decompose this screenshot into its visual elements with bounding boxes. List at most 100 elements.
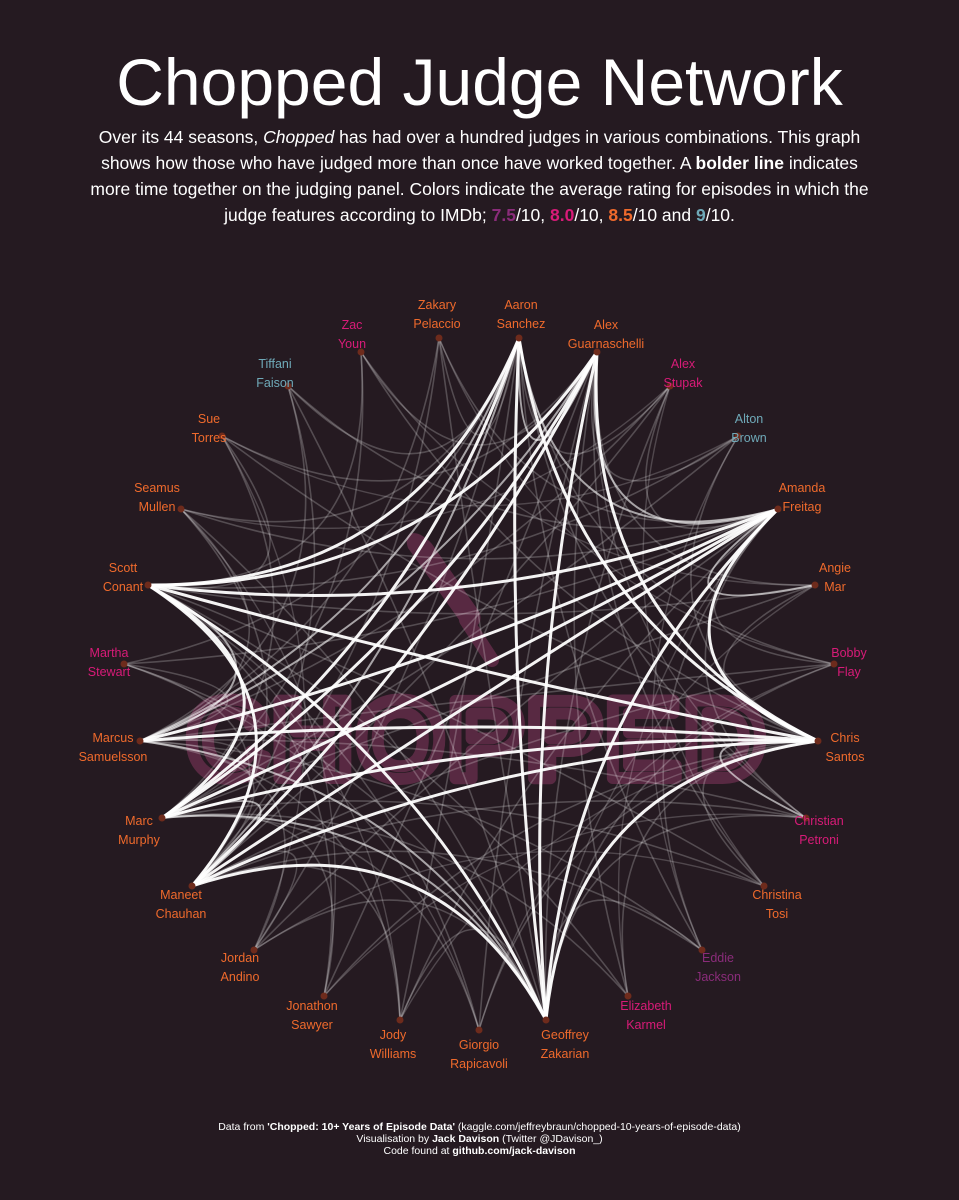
connection-edge	[123, 663, 547, 1021]
judge-node-bobby: Bobby Flay	[830, 646, 867, 679]
judge-label: Elizabeth Karmel	[620, 999, 671, 1032]
judge-name-line: Scott	[109, 561, 138, 575]
judge-label: Zakary Pelaccio	[413, 298, 460, 331]
judge-name-line: Petroni	[799, 833, 839, 847]
connection-edge	[360, 351, 816, 586]
judge-name-line: Angie	[819, 561, 851, 575]
judge-name-line: Tosi	[766, 907, 788, 921]
judge-dot	[515, 334, 523, 342]
judge-dot	[158, 814, 166, 822]
connection-edge	[221, 435, 739, 507]
judge-name-line: Stupak	[664, 376, 704, 390]
connection-edge	[146, 583, 246, 820]
judge-node-tiffani: Tiffani Faison	[256, 357, 294, 390]
footer: Data from 'Chopped: 10+ Years of Episode…	[0, 1121, 959, 1157]
judge-name-line: Pelaccio	[413, 317, 460, 331]
judge-dot	[177, 505, 185, 513]
connection-edge	[161, 813, 334, 997]
judge-node-jordan: Jordan Andino	[221, 946, 260, 984]
judge-dot	[357, 348, 365, 356]
subtitle-text: Over its 44 seasons,	[98, 127, 264, 147]
judge-name-line: Mar	[824, 580, 846, 594]
footer-text: (Twitter @JDavison_)	[499, 1133, 603, 1145]
judge-name-line: Christina	[752, 888, 801, 902]
judge-name-line: Sue	[198, 412, 220, 426]
connection-edge	[253, 508, 779, 951]
subtitle-text: /10,	[515, 205, 550, 225]
judge-name-line: Amanda	[779, 481, 826, 495]
connection-edge	[518, 337, 671, 455]
connection-edge	[594, 350, 820, 743]
footer-text: (kaggle.com/jeffreybraun/chopped-10-year…	[454, 1121, 741, 1133]
subtitle-text: indicates more time together on the judg…	[90, 153, 869, 225]
show-name: Chopped	[263, 127, 335, 147]
judge-name-line: Giorgio	[459, 1038, 499, 1052]
judge-node-jody: Jody Williams	[370, 1016, 416, 1061]
judge-dot	[435, 334, 443, 342]
connection-edge	[147, 435, 271, 589]
judge-name-line: Marc	[125, 814, 153, 828]
connection-edge	[544, 385, 671, 1021]
judge-node-angie: Angie Mar	[811, 561, 851, 594]
judge-dot	[814, 737, 822, 745]
judge-node-jonathon: Jonathon Sawyer	[286, 992, 338, 1032]
judge-node-elizabeth: Elizabeth Karmel	[620, 992, 672, 1032]
connection-edge	[707, 507, 820, 743]
judge-node-geoffrey: Geoffrey Zakarian	[541, 1016, 590, 1061]
connection-edge	[399, 508, 779, 1021]
connection-edge	[478, 351, 598, 1031]
connection-edge	[146, 583, 548, 1022]
connection-edge	[147, 584, 629, 997]
connection-edge	[190, 350, 599, 888]
judge-name-line: Eddie	[702, 951, 734, 965]
connection-edge	[645, 385, 779, 530]
page-title: Chopped Judge Network	[116, 45, 843, 119]
judge-node-christian: Christian Petroni	[794, 814, 843, 847]
connection-edge	[161, 815, 480, 1031]
judge-name-line: Guarnaschelli	[568, 337, 644, 351]
judge-label: Alex Stupak	[664, 357, 704, 390]
connection-edge	[399, 740, 819, 1021]
judge-name-line: Sanchez	[497, 317, 546, 331]
subtitle: Over its 44 seasons, Chopped has had ove…	[80, 124, 879, 228]
knife-handle-shape	[459, 613, 499, 667]
judge-node-marc: Marc Murphy	[118, 814, 166, 847]
judge-node-giorgio: Giorgio Rapicavoli	[450, 1026, 508, 1071]
judge-label: Jonathon Sawyer	[286, 999, 337, 1032]
connection-edge	[191, 850, 703, 951]
judge-label: Scott Conant	[103, 561, 144, 594]
rating-7-5: 7.5	[491, 205, 516, 225]
judge-label: Chris Santos	[826, 731, 865, 764]
judge-node-aaron: Aaron Sanchez	[497, 298, 546, 342]
judge-name-line: Stewart	[88, 665, 131, 679]
connection-edge	[139, 351, 598, 742]
judge-node-seamus: Seamus Mullen	[134, 481, 185, 514]
footer-code-link: github.com/jack-davison	[452, 1145, 576, 1157]
judge-node-alex-s: Alex Stupak	[664, 357, 704, 390]
footer-text: Data from	[218, 1121, 268, 1133]
judge-name-line: Jody	[380, 1028, 407, 1042]
connection-edge	[180, 508, 547, 1021]
connection-edge	[139, 337, 520, 742]
connection-edge	[191, 385, 316, 887]
judge-name-line: Marcus	[93, 731, 134, 745]
judge-node-amanda: Amanda Freitag	[774, 481, 826, 514]
footer-text: Code found at	[383, 1145, 453, 1157]
subtitle-text: /10,	[574, 205, 609, 225]
judge-label: Christina Tosi	[752, 888, 801, 921]
connection-edge	[146, 350, 599, 587]
subtitle-text: /10.	[705, 205, 735, 225]
judge-label: Marcus Samuelsson	[79, 731, 148, 764]
judge-name-line: Mullen	[139, 500, 176, 514]
connection-edge	[573, 351, 629, 997]
judge-label: Maneet Chauhan	[156, 888, 207, 921]
subtitle-text: /10 and	[632, 205, 696, 225]
connection-edge	[253, 337, 520, 951]
connection-edge	[180, 508, 337, 997]
footer-line-code: Code found at github.com/jack-davison	[0, 1145, 959, 1157]
connection-edge	[146, 507, 780, 597]
footer-dataset: 'Chopped: 10+ Years of Episode Data'	[267, 1121, 455, 1133]
judge-dot	[593, 348, 601, 356]
connection-edge	[662, 508, 779, 951]
